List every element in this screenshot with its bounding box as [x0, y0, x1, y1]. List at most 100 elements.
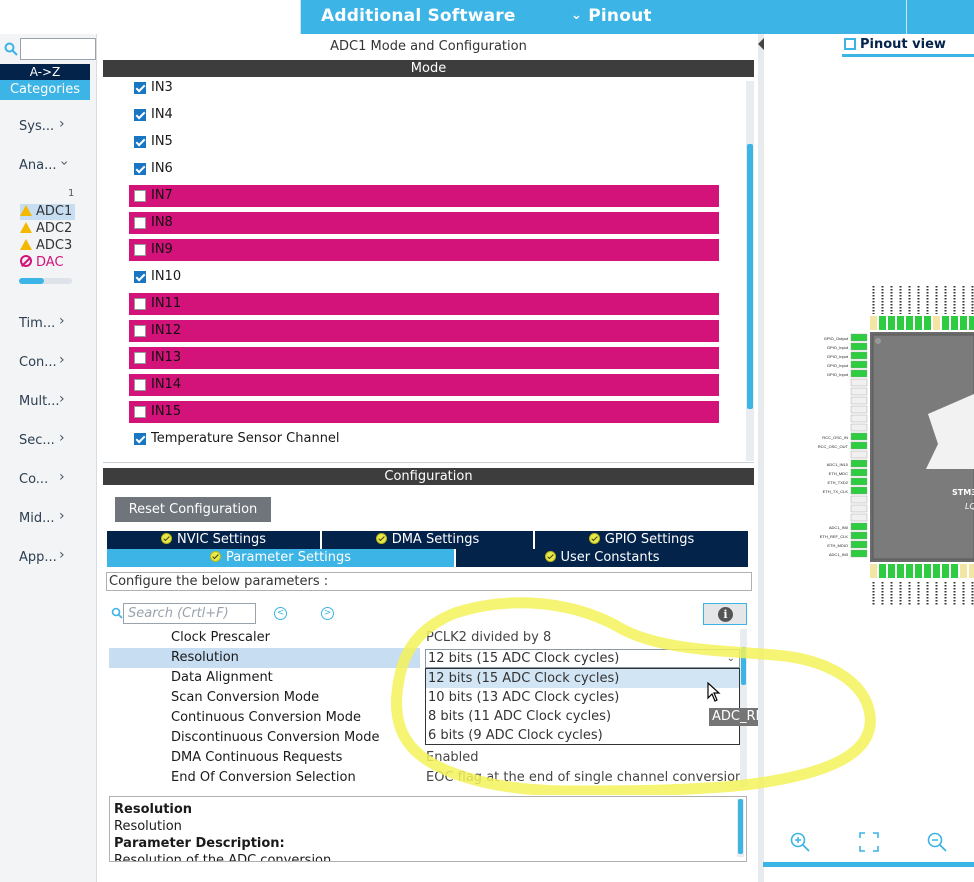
search-previous-button[interactable]: < [274, 607, 287, 620]
channel-in12[interactable]: IN12 [129, 320, 719, 342]
category-analog[interactable]: Ana... › [19, 158, 72, 173]
chip-pin[interactable] [850, 441, 868, 450]
checkbox[interactable] [134, 298, 146, 310]
channel-in6[interactable]: IN6 [129, 158, 719, 180]
checkbox[interactable] [134, 217, 146, 229]
category-connectivity[interactable]: Con... › [19, 352, 65, 370]
checkbox[interactable] [134, 163, 146, 175]
chip-pin[interactable] [850, 531, 868, 540]
channel-in15[interactable]: IN15 [129, 401, 719, 423]
channel-in9[interactable]: IN9 [129, 239, 719, 261]
chip-pin[interactable] [850, 468, 868, 477]
category-middleware[interactable]: Mid... › [19, 508, 65, 526]
fit-to-screen-icon[interactable] [859, 832, 879, 857]
mode-scrollbar-thumb[interactable] [747, 144, 753, 409]
mode-scrollbar[interactable] [746, 81, 754, 461]
search-next-button[interactable]: > [321, 607, 334, 620]
chip-pin[interactable] [850, 423, 868, 432]
category-system-core[interactable]: Sys... › [19, 116, 65, 134]
param-row-scan-conversion[interactable]: Scan Conversion Mode [109, 688, 740, 708]
dropdown-option[interactable]: 6 bits (9 ADC Clock cycles) [428, 728, 603, 743]
chip-pin[interactable] [906, 316, 913, 330]
tab-pinout[interactable]: ⌄ Pinout [571, 6, 652, 26]
chip-pin[interactable] [850, 477, 868, 486]
tab-gpio-settings[interactable]: GPIO Settings [535, 531, 748, 549]
checkbox[interactable] [134, 109, 146, 121]
chip-pin[interactable] [870, 316, 877, 330]
chip-pin[interactable] [969, 564, 974, 578]
channel-in4[interactable]: IN4 [129, 104, 719, 126]
chip-pin[interactable] [850, 495, 868, 504]
param-row-discontinuous-conversion[interactable]: Discontinuous Conversion Mode [109, 728, 740, 748]
channel-in7[interactable]: IN7 [129, 185, 719, 207]
chip-pin[interactable] [850, 513, 868, 522]
zoom-out-icon[interactable] [927, 832, 947, 857]
channel-in11[interactable]: IN11 [129, 293, 719, 315]
dropdown-option[interactable]: 12 bits (15 ADC Clock cycles) [426, 669, 739, 688]
chip-pin[interactable] [933, 316, 940, 330]
checkbox[interactable] [134, 271, 146, 283]
checkbox[interactable] [134, 244, 146, 256]
category-applications[interactable]: App... › [19, 547, 65, 565]
dropdown-option[interactable]: 10 bits (13 ADC Clock cycles) [428, 690, 620, 705]
checkbox[interactable] [134, 82, 146, 94]
chip-pin[interactable] [850, 378, 868, 387]
info-button[interactable]: i [703, 603, 747, 625]
checkbox[interactable] [134, 190, 146, 202]
tab-user-constants[interactable]: User Constants [456, 549, 748, 567]
tab-parameter-settings[interactable]: Parameter Settings [107, 549, 454, 567]
reset-configuration-button[interactable]: Reset Configuration [115, 497, 271, 522]
chip-pin[interactable] [850, 360, 868, 369]
chip-pin[interactable] [850, 549, 868, 558]
channel-temperature-sensor[interactable]: Temperature Sensor Channel [129, 428, 719, 450]
param-row-resolution[interactable]: Resolution [109, 648, 420, 668]
zoom-in-icon[interactable] [790, 832, 810, 857]
chip-pin[interactable] [850, 432, 868, 441]
chip-pin[interactable] [915, 564, 922, 578]
checkbox[interactable] [134, 136, 146, 148]
channel-in10[interactable]: IN10 [129, 266, 719, 288]
tab-dma-settings[interactable]: DMA Settings [322, 531, 533, 549]
sidebar-item-adc2[interactable]: ADC2 [20, 221, 75, 237]
chip-pin[interactable] [850, 342, 868, 351]
tab-nvic-settings[interactable]: NVIC Settings [107, 531, 320, 549]
chip-pin[interactable] [933, 564, 940, 578]
sidebar-item-adc3[interactable]: ADC3 [20, 238, 75, 254]
param-row-clock-prescaler[interactable]: Clock Prescaler PCLK2 divided by 8 [109, 628, 740, 648]
description-scrollbar[interactable] [737, 799, 744, 857]
category-multimedia[interactable]: Mult... › [19, 391, 65, 409]
param-row-eoc-selection[interactable]: End Of Conversion Selection EOC flag at t… [109, 768, 743, 788]
chip-pin[interactable] [960, 564, 967, 578]
parameter-search-input[interactable]: Search (Crtl+F) [123, 603, 256, 624]
panel-collapse-handle[interactable] [758, 34, 764, 882]
chip-pin[interactable] [850, 369, 868, 378]
chip-pin[interactable] [942, 564, 949, 578]
sidebar-item-dac[interactable]: DAC [20, 255, 75, 271]
channel-in5[interactable]: IN5 [129, 131, 719, 153]
channel-in3[interactable]: IN3 [129, 77, 719, 99]
sidebar-scrollbar[interactable] [19, 278, 72, 284]
sidebar-item-adc1[interactable]: ADC1 [20, 204, 75, 220]
chip-pin[interactable] [850, 504, 868, 513]
param-row-dma-continuous[interactable]: DMA Continuous Requests Enabled [109, 748, 740, 768]
category-computing[interactable]: Co... › [19, 469, 65, 487]
chip-pin[interactable] [906, 564, 913, 578]
channel-in13[interactable]: IN13 [129, 347, 719, 369]
checkbox[interactable] [134, 406, 146, 418]
chip-pin[interactable] [960, 316, 967, 330]
chip-pin[interactable] [850, 405, 868, 414]
chip-pin[interactable] [850, 351, 868, 360]
chip-pin[interactable] [897, 316, 904, 330]
channel-in8[interactable]: IN8 [129, 212, 719, 234]
checkbox[interactable] [134, 433, 146, 445]
chip-pin[interactable] [850, 450, 868, 459]
chip-pin[interactable] [850, 414, 868, 423]
tab-additional-software[interactable]: Additional Software [321, 6, 516, 26]
chip-pin[interactable] [879, 564, 886, 578]
param-scrollbar-thumb[interactable] [741, 647, 746, 685]
chip-pin[interactable] [888, 564, 895, 578]
chip-pin[interactable] [850, 396, 868, 405]
chip-pin[interactable] [850, 333, 868, 342]
description-scrollbar-thumb[interactable] [738, 799, 743, 854]
chip-pin[interactable] [969, 316, 974, 330]
